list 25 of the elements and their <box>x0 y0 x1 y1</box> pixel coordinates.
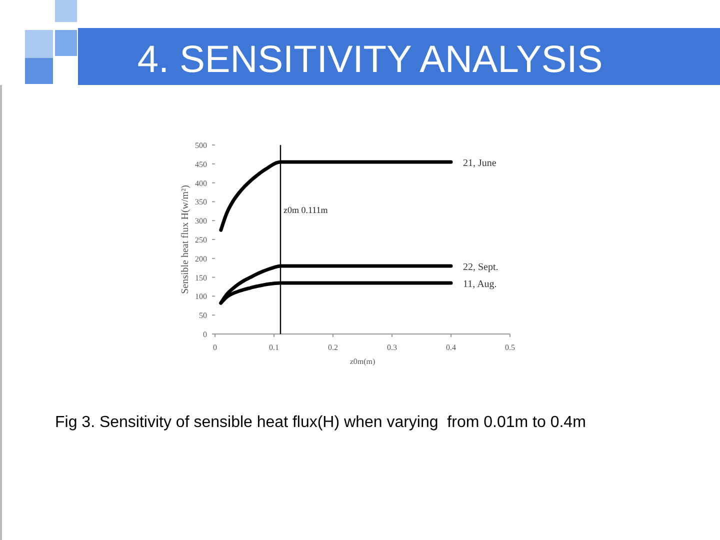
y-tick-label: 400 <box>195 178 207 188</box>
y-tick-label: 350 <box>195 198 207 207</box>
series-label: 22, Sept. <box>463 262 498 273</box>
x-tick-label: 0.5 <box>505 343 515 352</box>
y-tick-label: 250 <box>195 236 207 244</box>
series-label: 21, June <box>463 158 497 170</box>
y-tick-label: 500 <box>195 141 207 150</box>
y-tick-label: 100 <box>195 292 207 302</box>
y-tick-label: 150 <box>195 273 207 282</box>
x-tick-label: 0.4 <box>446 343 456 352</box>
x-tick-label: 0.2 <box>328 343 338 352</box>
caption: Fig 3. Sensitivity of sensible heat flux(H) when varying from 0.01m to 0.4m <box>55 414 586 431</box>
y-tick-label: 450 <box>195 160 207 169</box>
series-label: 11, Aug. <box>463 278 497 290</box>
chart-title: 4. SENSITIVITY ANALYSIS <box>137 39 603 81</box>
y-tick-label: 50 <box>199 311 207 320</box>
x-tick-label: 0.3 <box>387 343 397 352</box>
y-axis-title: Sensible heat flux H(w/m²) <box>180 185 191 294</box>
x-tick-label: 0.1 <box>269 343 279 352</box>
x-tick-label: 0 <box>213 343 217 352</box>
y-tick-label: 200 <box>195 254 207 264</box>
y-tick-label: 300 <box>195 216 207 226</box>
ref-line-label: z0m 0.111m <box>283 205 328 215</box>
x-axis-title: z0m(m) <box>350 357 376 366</box>
y-tick-label: 0 <box>203 330 207 339</box>
